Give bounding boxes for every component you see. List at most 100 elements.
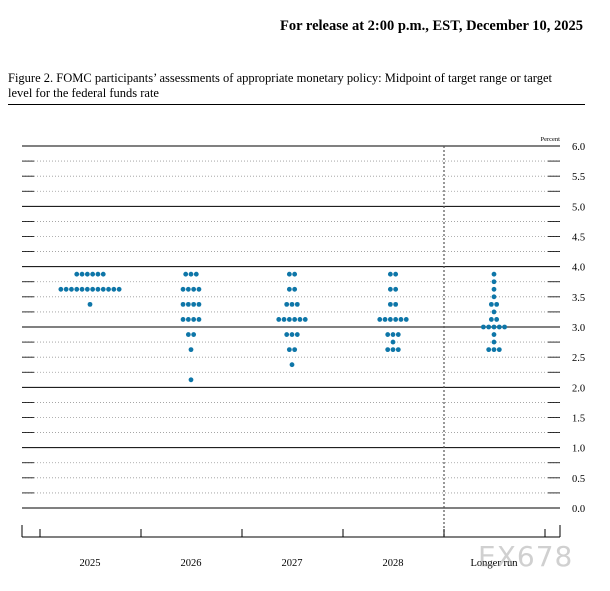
dot (294, 301, 300, 307)
dot (188, 347, 194, 353)
dot (390, 347, 396, 353)
x-tick-label: Longer run (471, 558, 519, 569)
dot (90, 286, 96, 292)
x-tick-label: 2025 (80, 558, 101, 569)
dot (486, 347, 492, 353)
dot (491, 339, 497, 345)
dot (481, 324, 486, 330)
y-tick-label: 0.0 (572, 504, 585, 515)
dot (180, 301, 186, 307)
dot (286, 286, 292, 292)
dot (185, 332, 191, 337)
dot (292, 317, 298, 322)
dot (289, 362, 295, 368)
y-tick-label: 1.5 (572, 414, 585, 425)
dot (491, 309, 497, 315)
dot (106, 286, 111, 292)
dot (292, 271, 298, 277)
dot (100, 286, 106, 292)
dot (385, 347, 391, 353)
dot (494, 317, 500, 322)
x-tick-label: 2026 (181, 558, 202, 569)
dot (196, 286, 202, 292)
dot (494, 301, 500, 307)
dot (395, 347, 401, 353)
y-tick-label: 2.5 (572, 353, 585, 364)
dot (403, 317, 409, 322)
dot (393, 271, 399, 277)
dot (196, 301, 202, 307)
y-tick-label: 6.0 (572, 142, 585, 153)
dot (188, 271, 194, 277)
y-tick-label: 4.0 (572, 263, 585, 274)
dot (74, 286, 80, 292)
dot (183, 271, 189, 277)
dot (193, 271, 199, 277)
dot (502, 324, 507, 330)
dot (496, 347, 502, 353)
dot (393, 286, 399, 292)
dot (286, 317, 292, 322)
dot (491, 286, 497, 292)
dot (294, 332, 300, 337)
dot (191, 286, 197, 292)
dot (382, 317, 388, 322)
dot (488, 317, 494, 322)
dot (486, 324, 492, 330)
dot (185, 317, 191, 322)
dot (284, 301, 290, 307)
dot (185, 286, 191, 292)
dot (292, 347, 298, 353)
dot (74, 271, 80, 277)
dot (281, 317, 287, 322)
dot (180, 286, 186, 292)
dot (488, 301, 494, 307)
dot (387, 286, 393, 292)
y-tick-label: 3.5 (572, 293, 585, 304)
title-rule (8, 104, 585, 105)
watermark: EX678 (478, 540, 574, 573)
dot (297, 317, 303, 322)
dot (191, 332, 197, 337)
dot (491, 271, 497, 277)
dot (84, 286, 90, 292)
dot (100, 271, 106, 277)
dot (180, 317, 186, 322)
dot (69, 286, 74, 292)
x-tick-label: 2027 (282, 558, 303, 569)
dot (387, 317, 393, 322)
release-time: For release at 2:00 p.m., EST, December … (280, 18, 583, 34)
dot (393, 301, 399, 307)
dot (491, 332, 497, 337)
dot (90, 271, 96, 277)
dot (390, 332, 396, 337)
dot (95, 286, 101, 292)
dot (191, 301, 197, 307)
dot (286, 347, 292, 353)
dot (116, 286, 122, 292)
y-axis-label: Percent (541, 136, 561, 143)
dot (63, 286, 69, 292)
dot (491, 279, 497, 285)
dot (387, 301, 393, 307)
dot (491, 347, 497, 353)
dot (302, 317, 308, 322)
y-tick-label: 3.0 (572, 323, 585, 334)
dot (496, 324, 502, 330)
dot (387, 271, 393, 277)
dot (395, 332, 401, 337)
y-tick-label: 2.0 (572, 383, 585, 394)
dot (390, 339, 396, 345)
dot (111, 286, 117, 292)
dot (185, 301, 191, 307)
dot (276, 317, 282, 322)
dot (87, 301, 93, 307)
figure-title: Figure 2. FOMC participants’ assessments… (8, 71, 552, 100)
dot (393, 317, 399, 322)
dot (284, 332, 290, 337)
dot (286, 271, 292, 277)
dot (491, 294, 497, 300)
dot (84, 271, 90, 277)
y-tick-label: 1.0 (572, 444, 585, 455)
